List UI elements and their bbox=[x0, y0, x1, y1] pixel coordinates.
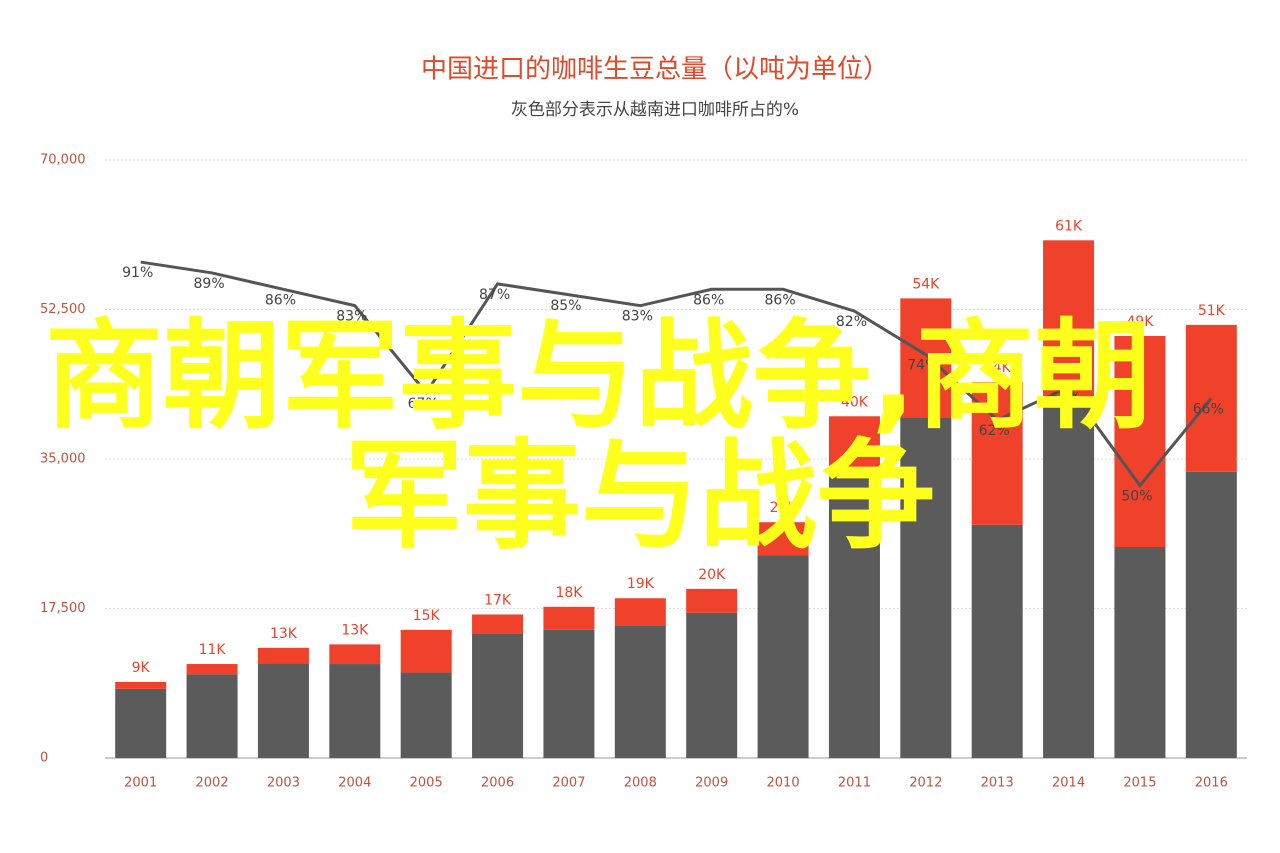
bar-segment bbox=[1114, 546, 1166, 758]
total-label: 51K bbox=[1198, 303, 1226, 319]
share-label: 86% bbox=[693, 292, 724, 308]
y-tick-label: 35,000 bbox=[40, 452, 86, 467]
x-tick-label: 2010 bbox=[767, 776, 800, 791]
bar-segment bbox=[543, 629, 595, 758]
bar-segment bbox=[472, 633, 524, 758]
bar-segment bbox=[686, 612, 738, 758]
x-tick-label: 2012 bbox=[909, 776, 942, 791]
total-label: 44K bbox=[984, 360, 1012, 376]
share-label: 74% bbox=[907, 358, 938, 374]
chart-title: 中国进口的咖啡生豆总量（以吨为单位） bbox=[421, 55, 889, 85]
share-label: 82% bbox=[836, 314, 867, 330]
total-label: 19K bbox=[627, 576, 655, 592]
share-label: 50% bbox=[1121, 489, 1152, 505]
share-label: 87% bbox=[479, 287, 510, 303]
bar-segment bbox=[686, 588, 738, 613]
bar-segment bbox=[329, 664, 381, 758]
share-label: 83% bbox=[622, 309, 653, 325]
total-label: 20K bbox=[698, 567, 726, 583]
bar-segment bbox=[186, 664, 238, 675]
x-tick-label: 2006 bbox=[481, 776, 514, 791]
overlay-text: 军事与战争 bbox=[345, 427, 935, 565]
x-tick-label: 2011 bbox=[838, 776, 871, 791]
share-label: 66% bbox=[1193, 401, 1224, 417]
x-tick-label: 2009 bbox=[695, 776, 728, 791]
share-label: 67% bbox=[408, 396, 439, 412]
total-label: 15K bbox=[413, 608, 441, 624]
overlay-text: 商朝军事与战争,商朝 bbox=[45, 307, 1152, 445]
bar-segment bbox=[971, 524, 1023, 758]
total-label: 9K bbox=[132, 660, 151, 676]
bar-segment bbox=[1114, 335, 1166, 547]
x-tick-label: 2014 bbox=[1052, 776, 1085, 791]
x-tick-label: 2002 bbox=[196, 776, 229, 791]
bar-segment bbox=[543, 606, 595, 630]
total-label: 17K bbox=[484, 592, 512, 608]
total-label: 49K bbox=[1126, 314, 1154, 330]
bar-segment bbox=[257, 663, 309, 758]
total-label: 61K bbox=[1055, 218, 1083, 234]
share-label: 68% bbox=[1050, 390, 1081, 406]
bar-segment bbox=[1043, 406, 1095, 758]
bar-segment bbox=[757, 555, 809, 758]
bar-segment bbox=[757, 522, 809, 556]
share-label: 62% bbox=[979, 423, 1010, 439]
y-tick-label: 70,000 bbox=[40, 153, 86, 168]
bar-segment bbox=[828, 477, 880, 758]
x-tick-label: 2013 bbox=[981, 776, 1014, 791]
share-label: 89% bbox=[194, 276, 225, 292]
x-tick-label: 2001 bbox=[124, 776, 157, 791]
share-label: 83% bbox=[336, 309, 367, 325]
bar-segment bbox=[900, 298, 952, 418]
x-tick-label: 2003 bbox=[267, 776, 300, 791]
total-label: 13K bbox=[341, 622, 369, 638]
total-label: 11K bbox=[199, 642, 227, 658]
y-tick-label: 17,500 bbox=[40, 601, 86, 616]
y-tick-label: 0 bbox=[40, 751, 48, 766]
x-tick-label: 2004 bbox=[338, 776, 371, 791]
bar-segment bbox=[1185, 471, 1237, 758]
total-label: 18K bbox=[555, 585, 583, 601]
chart-subtitle: 灰色部分表示从越南进口咖啡所占的% bbox=[511, 100, 799, 120]
bar-segment bbox=[614, 598, 666, 626]
bar-segment bbox=[257, 647, 309, 664]
x-tick-label: 2016 bbox=[1195, 776, 1228, 791]
share-label: 86% bbox=[765, 292, 796, 308]
bar-segment bbox=[115, 681, 167, 689]
share-label: 91% bbox=[122, 265, 153, 281]
total-label: 54K bbox=[912, 276, 940, 292]
share-line bbox=[140, 260, 1213, 488]
bar-segment bbox=[186, 674, 238, 758]
bar-segment bbox=[900, 417, 952, 758]
total-label: 40K bbox=[841, 394, 869, 410]
y-tick-label: 52,500 bbox=[40, 302, 86, 317]
total-label: 13K bbox=[270, 626, 298, 642]
x-tick-label: 2007 bbox=[552, 776, 585, 791]
bar-segment bbox=[329, 644, 381, 665]
bar-segment bbox=[828, 416, 880, 478]
bar-segment bbox=[1043, 240, 1095, 407]
bar-segment bbox=[472, 614, 524, 634]
x-tick-label: 2008 bbox=[624, 776, 657, 791]
x-tick-label: 2015 bbox=[1123, 776, 1156, 791]
x-tick-label: 2005 bbox=[410, 776, 443, 791]
total-label: 28K bbox=[770, 500, 798, 516]
share-label: 85% bbox=[550, 298, 581, 314]
bar-segment bbox=[400, 629, 452, 673]
bar-segment bbox=[115, 688, 167, 758]
bar-segment bbox=[400, 672, 452, 758]
share-label: 86% bbox=[265, 292, 296, 308]
bar-segment bbox=[614, 625, 666, 758]
